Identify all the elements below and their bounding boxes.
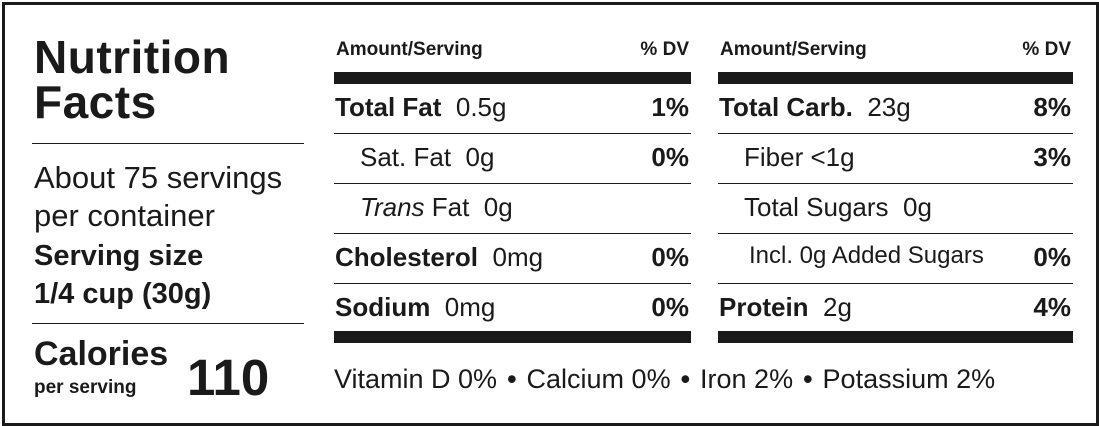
title-line-1: Nutrition: [34, 31, 231, 83]
nutrient-row: Cholesterol 0mg 0%: [334, 234, 691, 284]
thick-divider: [334, 331, 691, 343]
nutrient-dv: 3%: [1033, 142, 1071, 172]
servings-line-1: About 75 servings: [34, 160, 283, 195]
nutrient-name: Protein: [719, 292, 809, 322]
serving-size: Serving size 1/4 cup (30g): [34, 237, 211, 313]
nutrient-row: Trans Fat 0g: [334, 184, 691, 234]
servings-line-2: per container: [34, 198, 215, 233]
header-dv: % DV: [1022, 39, 1071, 60]
nutrient-amount: 2g: [823, 292, 852, 322]
nutrient-dv: 0%: [651, 242, 689, 272]
vitamins-minerals-line: Vitamin D 0% • Calcium 0% • Iron 2% • Potassiu…: [334, 364, 995, 395]
nutrient-amount: <1g: [810, 142, 855, 172]
nutrient-name: Total Sugars: [744, 192, 889, 222]
nutrient-row: Incl. 0g Added Sugars 0%: [718, 234, 1073, 284]
serving-size-label: Serving size: [34, 240, 204, 272]
nutrient-name: Sodium: [335, 292, 431, 322]
nutrient-amount: 0mg: [444, 292, 496, 322]
nutrient-row: Fiber <1g 3%: [718, 134, 1073, 184]
title-line-2: Facts: [34, 76, 157, 128]
nutrient-row: Total Fat 0.5g 1%: [334, 84, 691, 134]
nutrient-name: Sat. Fat: [360, 142, 452, 172]
nutrient-amount: 23g: [867, 92, 911, 122]
separator: •: [507, 364, 517, 394]
nutrient-row: Protein 2g 4%: [718, 284, 1073, 333]
nutrient-name: Trans: [360, 192, 425, 222]
divider: [32, 323, 304, 324]
thick-divider: [334, 72, 691, 84]
column-header: Amount/Serving % DV: [718, 39, 1073, 67]
nutrient-dv: 8%: [1033, 92, 1071, 122]
iron: Iron 2%: [700, 364, 794, 394]
nutrient-amount: 0mg: [492, 242, 544, 272]
nutrient-amount: 0g: [483, 192, 513, 222]
nutrient-dv: 0%: [1033, 242, 1071, 272]
nutrient-row: Sodium 0mg 0%: [334, 284, 691, 333]
vitamin-d: Vitamin D 0%: [334, 364, 498, 394]
nutrient-name: Fiber: [744, 142, 804, 172]
nutrient-dv: 1%: [651, 92, 689, 122]
left-panel: Nutrition Facts About 75 servings per co…: [32, 31, 304, 405]
header-amount: Amount/Serving: [720, 39, 867, 60]
column-header: Amount/Serving % DV: [334, 39, 691, 67]
thick-divider: [718, 72, 1073, 84]
potassium: Potassium 2%: [822, 364, 996, 394]
nutrient-amount: 0g: [465, 142, 495, 172]
nutrient-dv: 4%: [1033, 292, 1071, 322]
nutrient-name: Total Fat: [335, 92, 442, 122]
nutrient-row: Sat. Fat 0g 0%: [334, 134, 691, 184]
servings-per-container: About 75 servings per container: [34, 159, 282, 235]
nutrient-name-suffix: Fat: [431, 192, 470, 222]
calories-sub-label: per serving: [34, 377, 137, 398]
calories-value: 110: [187, 349, 270, 406]
separator: •: [803, 364, 813, 394]
calcium: Calcium 0%: [526, 364, 671, 394]
nutrient-amount: 0.5g: [455, 92, 507, 122]
nutrient-name: Total Carb.: [719, 92, 853, 122]
thick-divider: [718, 331, 1073, 343]
calories-label: Calories: [34, 335, 169, 373]
nutrient-name: Cholesterol: [335, 242, 479, 272]
divider: [32, 143, 304, 144]
nutrient-dv: 0%: [651, 292, 689, 322]
nutrient-name: Incl. 0g Added Sugars: [749, 242, 984, 269]
nutrient-row: Total Sugars 0g: [718, 184, 1073, 234]
header-dv: % DV: [640, 39, 689, 60]
separator: •: [680, 364, 691, 394]
nutrient-dv: 0%: [651, 142, 689, 172]
nutrient-row: Total Carb. 23g 8%: [718, 84, 1073, 134]
nutrient-amount: 0g: [902, 192, 932, 222]
serving-size-value: 1/4 cup (30g): [34, 278, 212, 310]
header-amount: Amount/Serving: [336, 39, 483, 60]
